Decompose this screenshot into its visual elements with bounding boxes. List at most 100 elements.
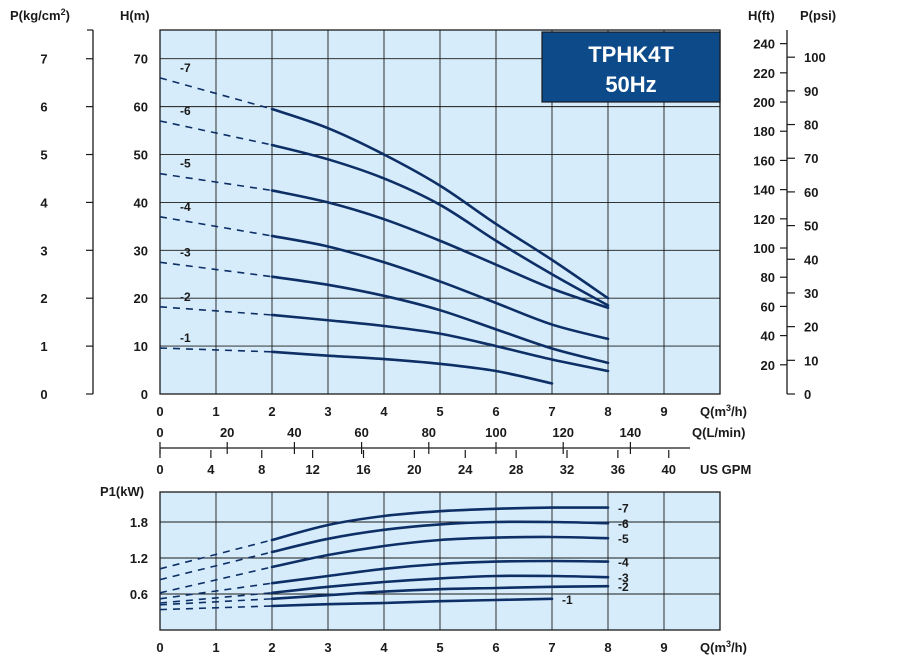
power-curve-dashed [159,539,273,570]
power-y-tick-label: 1.8 [130,515,148,530]
pressure-psi-tick-label: 30 [804,286,818,301]
power-series-label: -5 [618,532,629,546]
flow-m3h-tick-label: 0 [156,404,163,419]
pressure-kg-tick-label: 5 [40,148,47,163]
pressure-kg-axis: 0 1 2 3 4 5 6 7 [40,29,94,402]
power-flow-tick-label: 8 [604,640,611,655]
pressure-psi-tick-label: 20 [804,320,818,335]
head-series-label: -3 [180,245,191,259]
power-series-label: -7 [618,502,629,516]
title-box: TPHK4T 50Hz [541,31,721,103]
power-curve [270,520,610,554]
power-curves [159,506,610,611]
power-flow-axis-label: Q(m3/h) [700,639,747,655]
head-ft-tick-label: 180 [753,124,775,139]
power-series-label: -6 [618,517,629,531]
head-ft-tick-label: 160 [753,153,775,168]
flow-m3h-tick-label: 6 [492,404,499,419]
power-curve-dashed [159,566,273,594]
power-series-label: -3 [618,571,629,585]
flow-m3h-tick-label: 2 [268,404,275,419]
flow-usgpm-tick-label: 24 [458,462,473,477]
head-curve-dashed [159,77,273,110]
flow-m3h-tick-label: 7 [548,404,555,419]
flow-usgpm-tick-label: 8 [258,462,265,477]
head-series-label: -6 [180,104,191,118]
head-curve [270,350,554,385]
head-y-tick-label: 60 [134,100,148,115]
power-curve-dashed [159,592,273,604]
head-y-tick-label: 50 [134,148,148,163]
flow-lmin-axis-label: Q(L/min) [692,425,745,440]
power-flow-tick-label: 9 [660,640,667,655]
head-y-tick-label: 10 [134,339,148,354]
head-series-label: -7 [180,61,191,75]
head-ft-tick-label: 100 [753,241,775,256]
y-axis-label-power: P1(kW) [100,484,144,499]
flow-usgpm-tick-label: 0 [156,462,163,477]
power-flow-tick-label: 0 [156,640,163,655]
pressure-kg-tick-label: 7 [40,52,47,67]
flow-lmin-tick-label: 140 [620,425,642,440]
power-y-tick-labels: 0.6 1.2 1.8 [130,515,148,602]
power-curve [270,559,610,585]
flow-m3h-tick-label: 5 [436,404,443,419]
head-series-label: -5 [180,157,191,171]
head-curve [270,143,610,307]
head-y-tick-label: 70 [134,52,148,67]
flow-lmin-tick-label: 100 [485,425,507,440]
head-series-label: -1 [180,331,191,345]
power-curve [270,584,610,601]
flow-lmin-tick-label: 20 [220,425,234,440]
head-curve [270,189,610,310]
flow-usgpm-tick-label: 12 [305,462,319,477]
power-flow-tick-label: 2 [268,640,275,655]
pressure-kg-tick-label: 2 [40,291,47,306]
power-series-label: -1 [562,593,573,607]
power-flow-tick-label: 3 [324,640,331,655]
power-curve-dashed [159,598,273,606]
head-ft-tick-label: 240 [753,37,775,52]
pressure-psi-tick-label: 0 [804,387,811,402]
title-line-2: 50Hz [605,72,656,97]
head-series-labels: -1 -2 -3 -4 -5 -6 -7 [180,61,191,345]
flow-usgpm-tick-label: 20 [407,462,421,477]
head-y-tick-labels: 0 10 20 30 40 50 60 70 [134,52,148,402]
head-series-label: -2 [180,290,191,304]
pressure-psi-tick-label: 60 [804,185,818,200]
head-y-tick-label: 20 [134,291,148,306]
head-curve [270,313,610,373]
pressure-psi-tick-label: 70 [804,151,818,166]
flow-lmin-axis: 0 20 40 60 80 100 120 140 [156,425,690,454]
head-y-tick-label: 30 [134,243,148,258]
head-ft-axis-label: H(ft) [748,8,775,23]
head-curve [270,275,610,365]
flow-m3h-axis: 0 1 2 3 4 5 6 7 8 9 [156,404,667,419]
y-axis-label-head: H(m) [120,8,150,23]
power-curve-dashed [159,605,273,611]
head-ft-tick-label: 220 [753,66,775,81]
head-curve-dashed [159,216,273,237]
flow-m3h-tick-label: 9 [660,404,667,419]
flow-usgpm-axis: 0 4 8 12 16 20 24 28 32 36 40 [156,450,676,477]
head-curves [159,77,610,385]
flow-m3h-tick-label: 8 [604,404,611,419]
power-curve [270,597,554,608]
head-ft-tick-label: 140 [753,183,775,198]
power-series-labels: -1 -2-3-4 -5-6-7 [562,502,629,607]
power-flow-tick-label: 1 [212,640,219,655]
flow-usgpm-tick-label: 32 [560,462,574,477]
power-y-tick-label: 1.2 [130,551,148,566]
pressure-kg-tick-label: 4 [40,195,48,210]
flow-lmin-tick-label: 40 [287,425,301,440]
power-flow-tick-label: 5 [436,640,443,655]
power-curve [270,574,610,595]
flow-lmin-tick-label: 120 [552,425,574,440]
pressure-kg-tick-label: 3 [40,243,47,258]
head-ft-tick-label: 60 [761,299,775,314]
power-curve [270,535,610,569]
pressure-psi-tick-label: 80 [804,118,818,133]
flow-usgpm-tick-label: 16 [356,462,370,477]
pressure-kg-tick-label: 1 [40,339,47,354]
pressure-psi-tick-label: 100 [804,50,826,65]
